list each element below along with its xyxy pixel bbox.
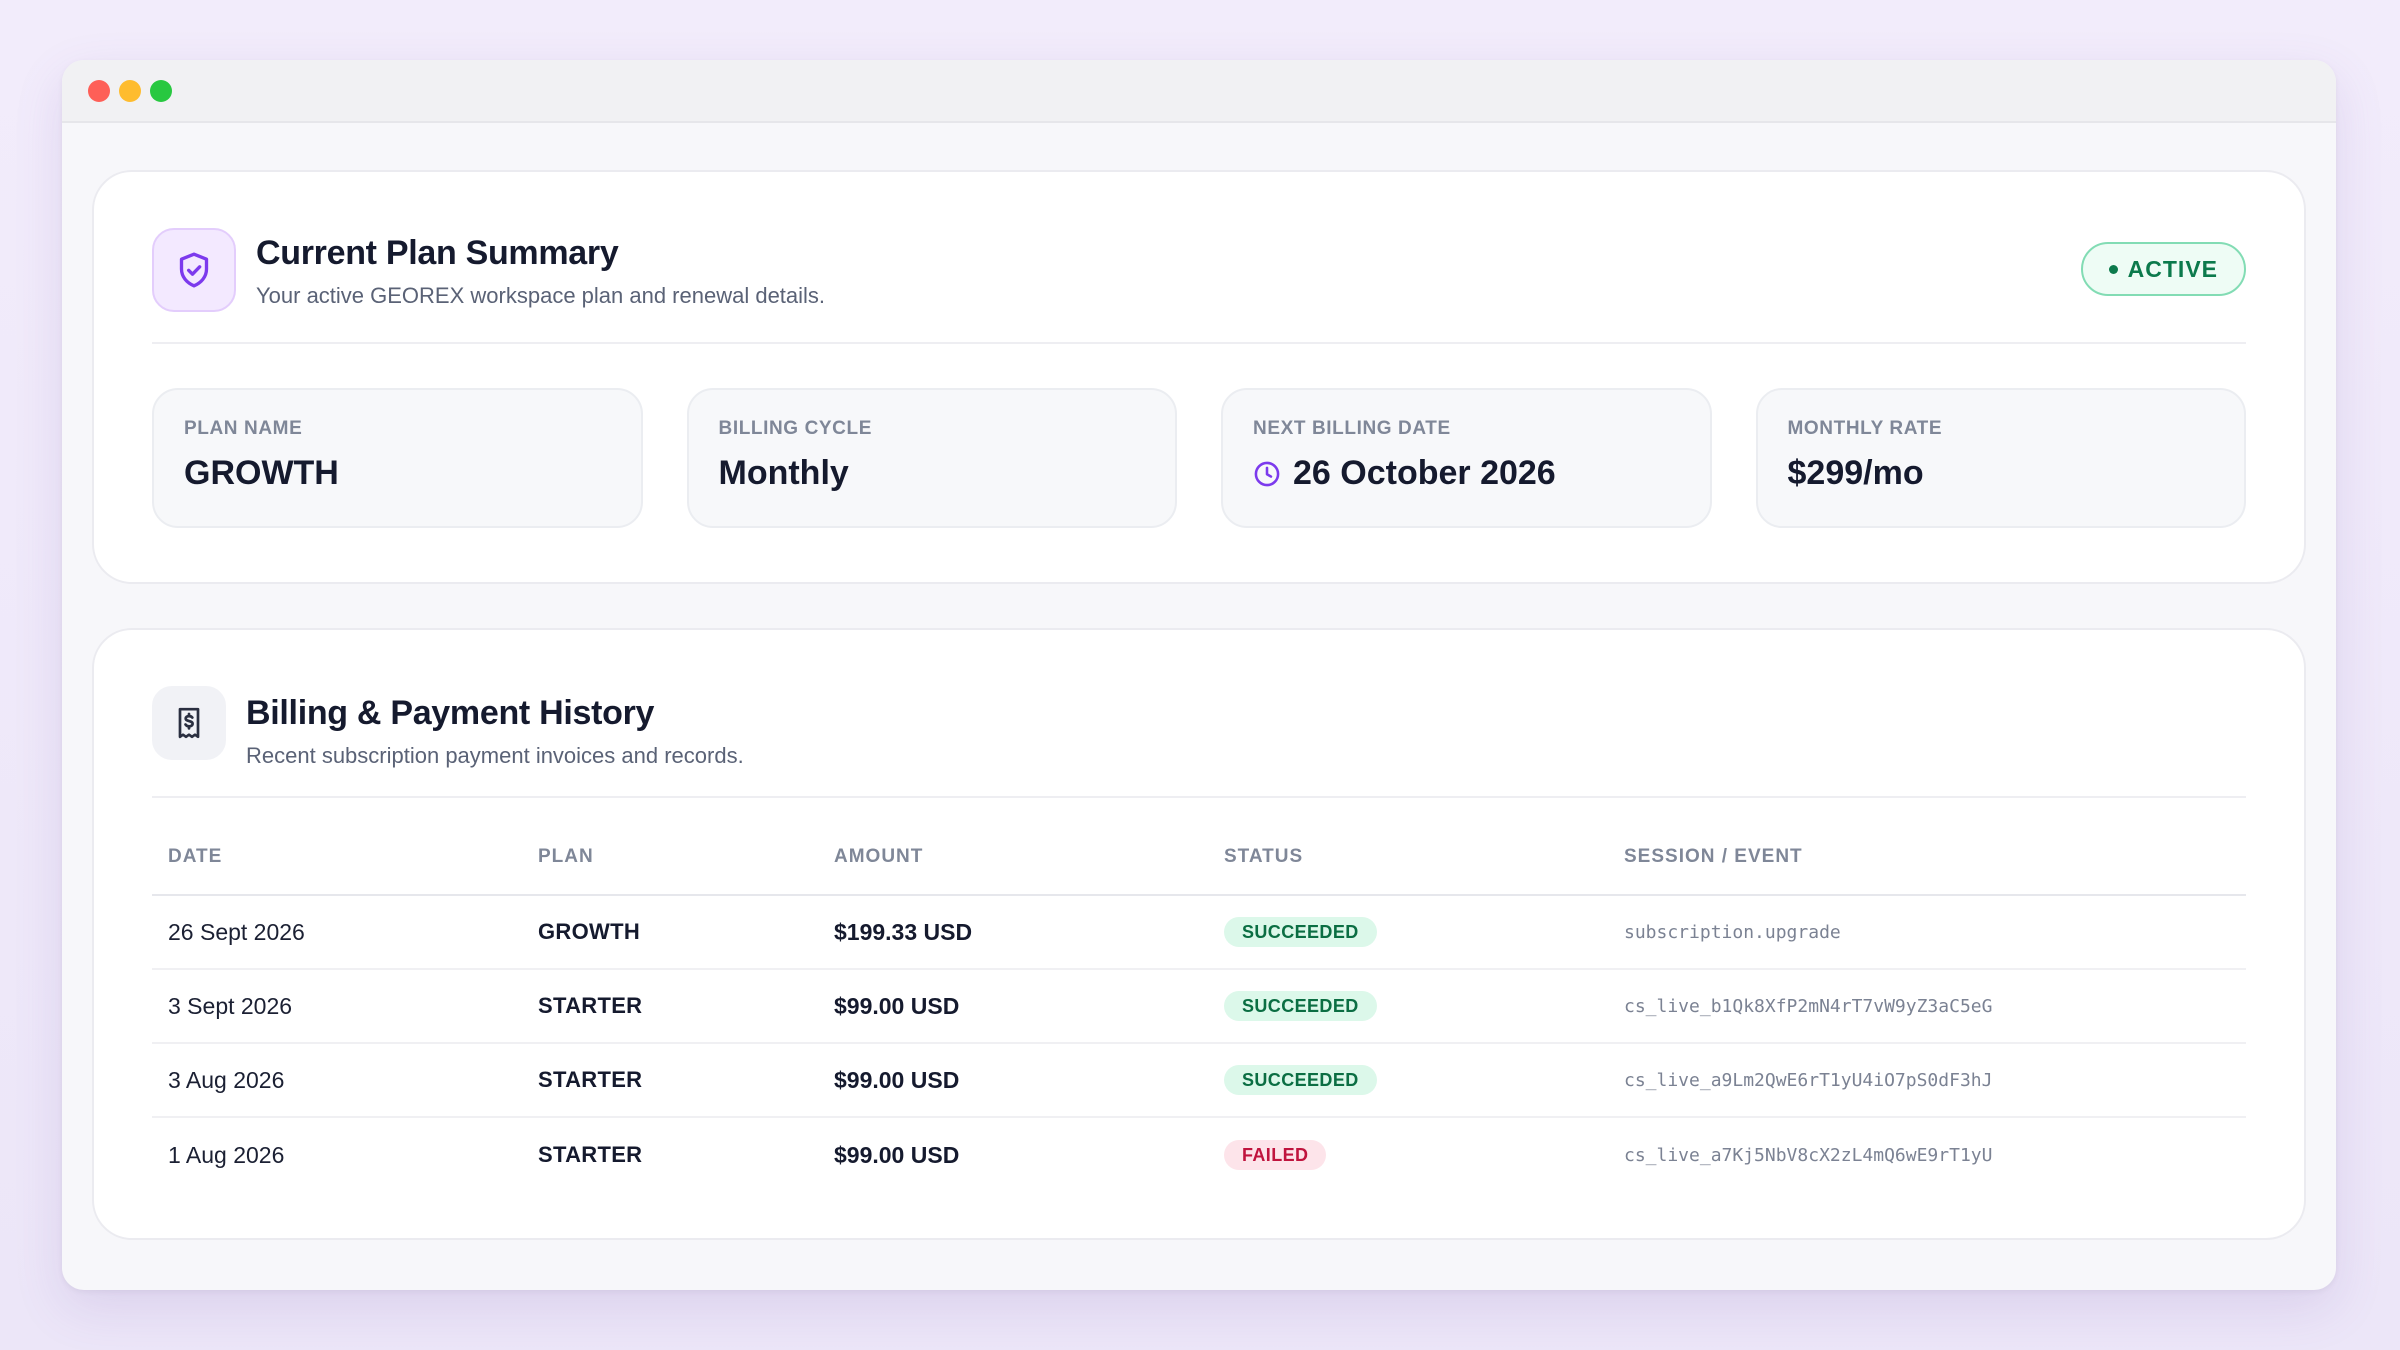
column-header-status[interactable]: STATUS xyxy=(1224,846,1304,867)
row-status: SUCCEEDED xyxy=(1224,1065,1624,1095)
billing-history-divider xyxy=(152,796,2246,798)
window-minimize-button[interactable] xyxy=(119,79,141,102)
window-maximize-button[interactable] xyxy=(150,79,172,102)
status-badge: SUCCEEDED xyxy=(1224,991,1377,1021)
stat-plan-name: PLAN NAME GROWTH xyxy=(152,388,643,528)
plan-stats: PLAN NAME GROWTH BILLING CYCLE Monthly N… xyxy=(152,388,2246,528)
column-header-plan[interactable]: PLAN xyxy=(538,846,594,867)
plan-summary-title: Current Plan Summary xyxy=(256,234,619,272)
row-event: cs_live_a7Kj5NbV8cX2zL4mQ6wE9rT1yU xyxy=(1624,1144,1993,1166)
table-row[interactable]: 3 Aug 2026 STARTER $99.00 USD SUCCEEDED … xyxy=(152,1044,2246,1118)
row-date: 3 Sept 2026 xyxy=(168,992,293,1019)
receipt-dollar-icon xyxy=(152,686,226,760)
stat-label: MONTHLY RATE xyxy=(1787,418,1943,439)
stat-value: GROWTH xyxy=(184,454,611,493)
table-header: DATE PLAN AMOUNT STATUS SESSION / EVENT xyxy=(152,820,2246,896)
billing-history-card: Billing & Payment History Recent subscri… xyxy=(92,628,2306,1240)
row-amount: $99.00 USD xyxy=(834,1066,960,1093)
column-header-amount[interactable]: AMOUNT xyxy=(834,846,924,867)
plan-name-value: GROWTH xyxy=(184,454,339,492)
stat-next-billing-date: NEXT BILLING DATE 26 October 2026 xyxy=(1221,388,1712,528)
row-plan: STARTER xyxy=(538,993,643,1018)
stat-label: NEXT BILLING DATE xyxy=(1253,418,1451,439)
billing-history-header: Billing & Payment History Recent subscri… xyxy=(152,686,2246,770)
app-window: Current Plan Summary Your active GEOREX … xyxy=(62,60,2336,1290)
stat-value: Monthly xyxy=(719,454,1146,493)
status-badge: FAILED xyxy=(1224,1140,1327,1170)
row-amount: $99.00 USD xyxy=(834,992,960,1019)
row-date: 1 Aug 2026 xyxy=(168,1141,285,1168)
plan-summary-subtitle: Your active GEOREX workspace plan and re… xyxy=(256,283,826,308)
stat-value: $299/mo xyxy=(1788,454,2215,493)
row-status: SUCCEEDED xyxy=(1224,991,1624,1021)
row-date: 26 Sept 2026 xyxy=(168,918,305,945)
row-amount: $199.33 USD xyxy=(834,918,973,945)
column-header-date[interactable]: DATE xyxy=(168,846,223,867)
status-badge: ACTIVE xyxy=(2080,242,2246,296)
plan-summary-divider xyxy=(152,342,2246,344)
stat-billing-cycle: BILLING CYCLE Monthly xyxy=(686,388,1177,528)
clock-icon xyxy=(1253,460,1281,488)
row-event: subscription.upgrade xyxy=(1624,921,1841,943)
stat-value: 26 October 2026 xyxy=(1253,454,1680,493)
row-date: 3 Aug 2026 xyxy=(168,1066,285,1093)
billing-cycle-value: Monthly xyxy=(718,454,849,492)
stat-monthly-rate: MONTHLY RATE $299/mo xyxy=(1755,388,2246,528)
status-badge-label: ACTIVE xyxy=(2127,255,2218,282)
billing-history-subtitle: Recent subscription payment invoices and… xyxy=(246,743,744,768)
billing-history-table: DATE PLAN AMOUNT STATUS SESSION / EVENT … xyxy=(152,820,2246,1192)
shield-check-icon xyxy=(152,228,236,312)
billing-history-title: Billing & Payment History xyxy=(246,694,655,732)
table-row[interactable]: 26 Sept 2026 GROWTH $199.33 USD SUCCEEDE… xyxy=(152,896,2246,970)
row-plan: GROWTH xyxy=(538,919,641,944)
status-badge: SUCCEEDED xyxy=(1224,917,1377,947)
status-badge: SUCCEEDED xyxy=(1224,1065,1377,1095)
row-plan: STARTER xyxy=(538,1142,643,1167)
table-row[interactable]: 1 Aug 2026 STARTER $99.00 USD FAILED cs_… xyxy=(152,1118,2246,1192)
next-billing-date-value: 26 October 2026 xyxy=(1293,454,1556,492)
plan-summary-card: Current Plan Summary Your active GEOREX … xyxy=(92,170,2306,584)
row-event: cs_live_a9Lm2QwE6rT1yU4iO7pS0dF3hJ xyxy=(1624,1069,1993,1091)
status-dot-icon xyxy=(2108,264,2118,274)
plan-summary-header: Current Plan Summary Your active GEOREX … xyxy=(152,228,2246,312)
column-header-event[interactable]: SESSION / EVENT xyxy=(1624,846,1803,867)
window-close-button[interactable] xyxy=(88,79,110,102)
stat-label: BILLING CYCLE xyxy=(718,418,872,439)
row-amount: $99.00 USD xyxy=(834,1141,960,1168)
stat-label: PLAN NAME xyxy=(184,418,303,439)
row-event: cs_live_b1Qk8XfP2mN4rT7vW9yZ3aC5eG xyxy=(1624,995,1993,1017)
row-status: SUCCEEDED xyxy=(1224,917,1624,947)
table-row[interactable]: 3 Sept 2026 STARTER $99.00 USD SUCCEEDED… xyxy=(152,970,2246,1044)
window-titlebar xyxy=(62,60,2336,123)
monthly-rate-value: $299/mo xyxy=(1787,454,1924,492)
row-plan: STARTER xyxy=(538,1067,643,1092)
row-status: FAILED xyxy=(1224,1140,1624,1170)
